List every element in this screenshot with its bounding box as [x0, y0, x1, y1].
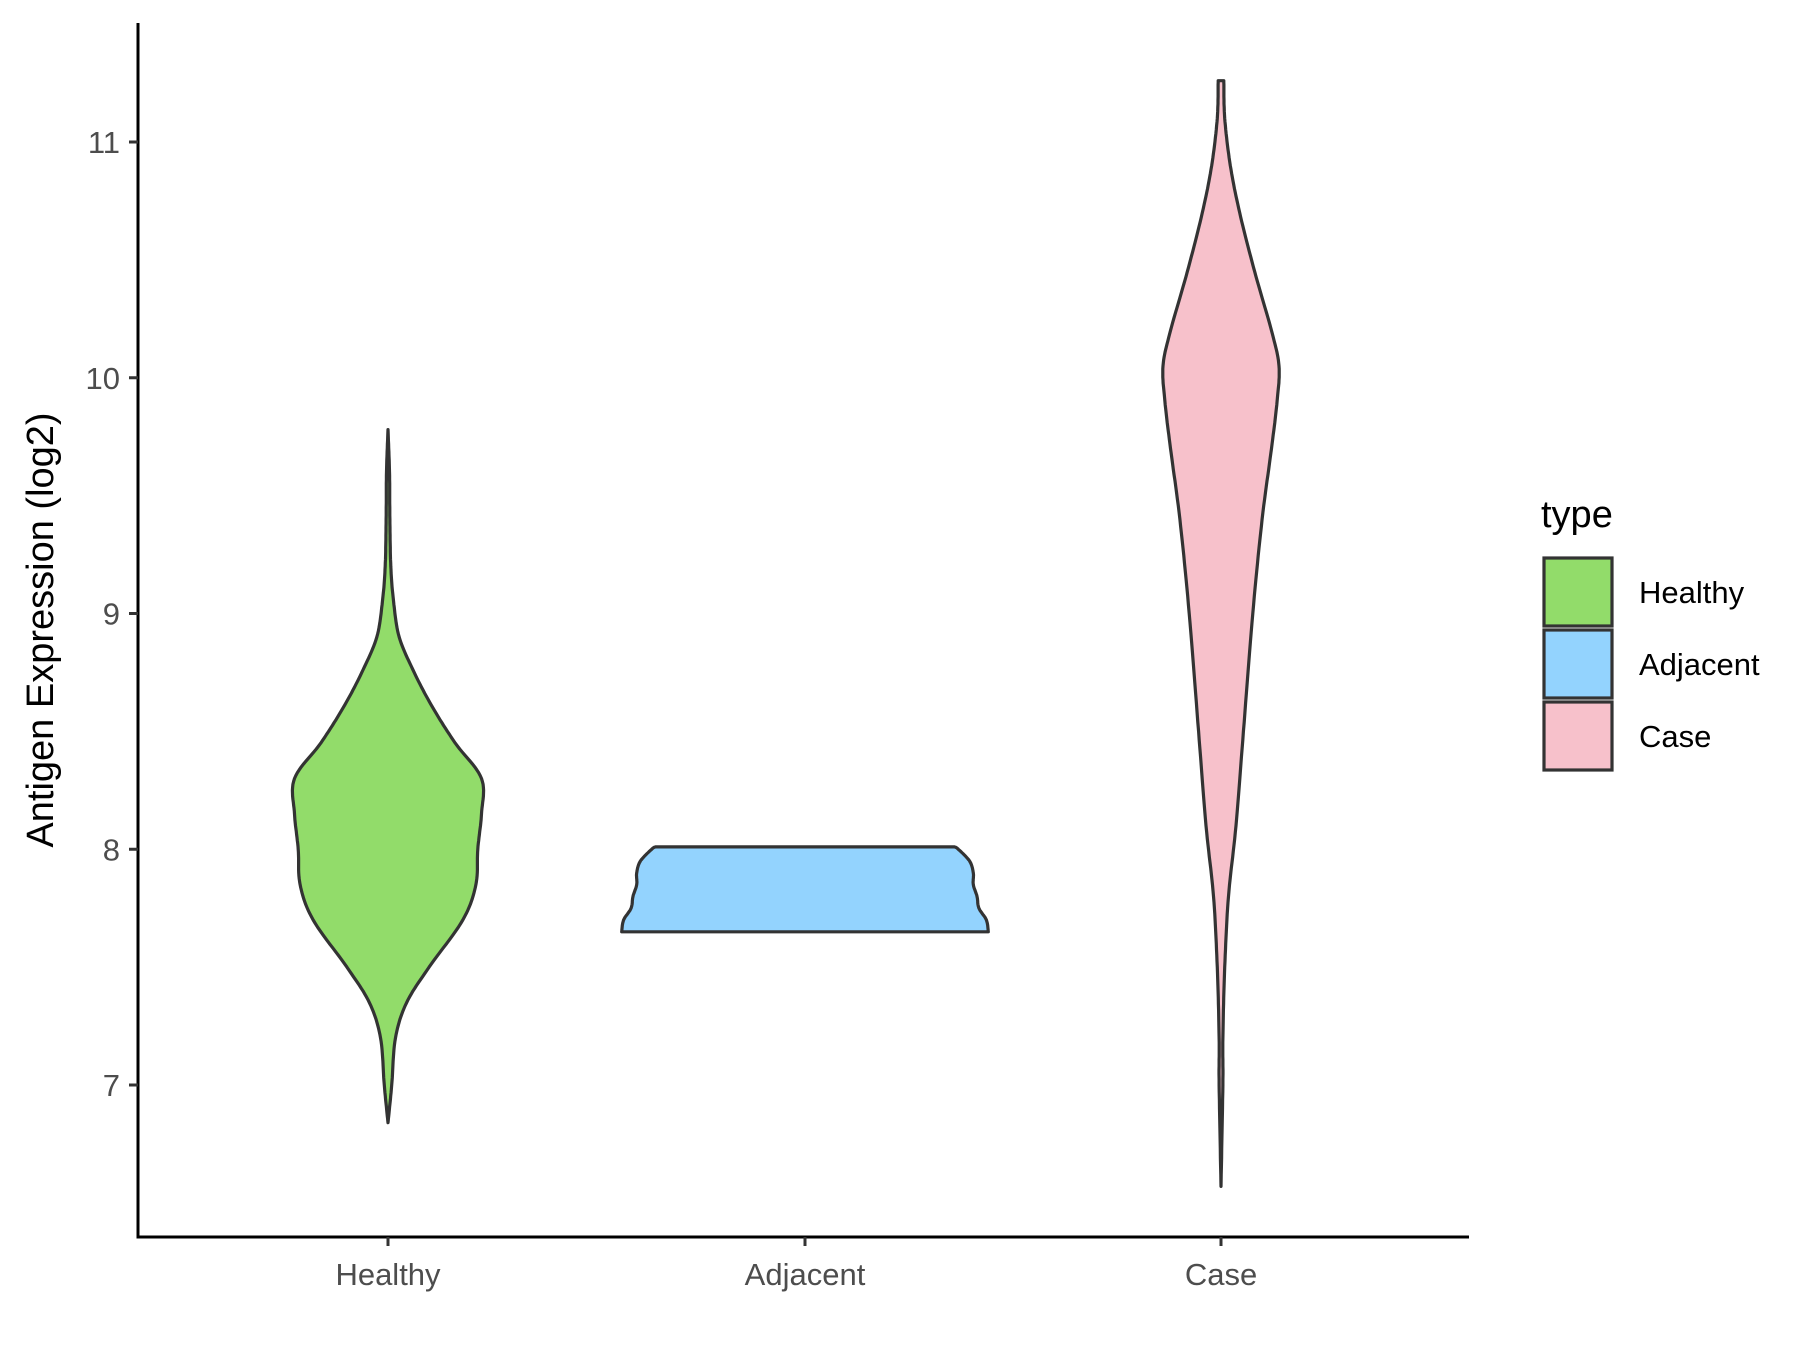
- legend-title: type: [1541, 494, 1613, 536]
- y-tick-label: 10: [86, 361, 120, 396]
- y-tick-label: 7: [103, 1068, 120, 1103]
- axes-group: 7 8 9 10 11 Healthy Adjacent Case Antigen Expr…: [20, 23, 1469, 1292]
- y-axis-title: Antigen Expression (log2): [20, 412, 62, 847]
- violin-adjacent: [620, 845, 990, 934]
- x-tick-label: Case: [1185, 1257, 1257, 1292]
- legend-label-adjacent: Adjacent: [1639, 647, 1760, 682]
- y-tick-label: 11: [88, 125, 120, 160]
- legend-label-healthy: Healthy: [1639, 575, 1745, 610]
- y-ticks: 7 8 9 10 11: [86, 125, 138, 1103]
- legend-items: Healthy Adjacent Case: [1542, 556, 1760, 772]
- violin-healthy: [290, 428, 486, 1125]
- violin-group: [290, 79, 1281, 1188]
- x-tick-label: Healthy: [335, 1257, 441, 1292]
- legend-label-case: Case: [1639, 719, 1711, 754]
- legend-key-case: [1542, 700, 1614, 772]
- legend: type Healthy Adjacent Case: [1541, 494, 1760, 772]
- x-tick-label: Adjacent: [745, 1257, 866, 1292]
- y-tick-label: 9: [103, 597, 120, 632]
- x-ticks: Healthy Adjacent Case: [335, 1237, 1257, 1292]
- legend-key-adjacent: [1542, 628, 1614, 700]
- y-tick-label: 8: [103, 832, 120, 867]
- legend-key-healthy: [1542, 556, 1614, 628]
- violin-case: [1161, 79, 1281, 1188]
